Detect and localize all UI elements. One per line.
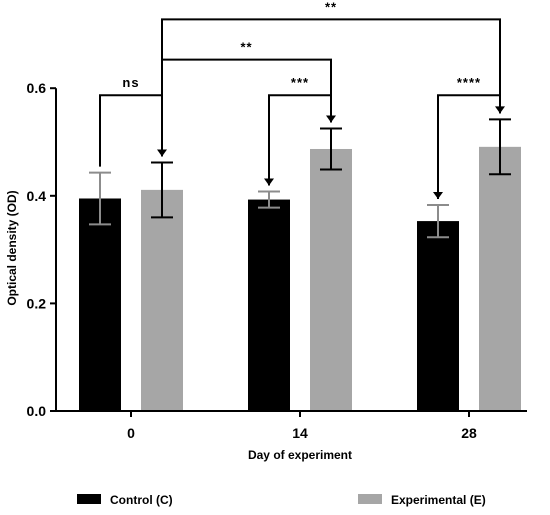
significance-label: ** bbox=[325, 0, 337, 14]
legend-swatch bbox=[77, 494, 101, 504]
significance-arrowhead bbox=[433, 191, 443, 199]
bar-control-0 bbox=[79, 198, 121, 411]
y-axis-title: Optical density (OD) bbox=[5, 190, 19, 305]
legend-label: Control (C) bbox=[110, 493, 173, 507]
bar-experimental-14 bbox=[310, 148, 352, 411]
bar-experimental-28 bbox=[479, 146, 521, 412]
legend: Control (C) Experimental (E) bbox=[77, 493, 486, 507]
y-tick-label: 0.6 bbox=[27, 80, 47, 96]
y-tick-label: 0.4 bbox=[27, 188, 47, 204]
significance-label: ** bbox=[240, 40, 252, 55]
y-tick-label: 0.0 bbox=[27, 403, 47, 419]
legend-swatch bbox=[358, 494, 382, 504]
bar-control-14 bbox=[248, 199, 290, 411]
significance-arrowhead bbox=[326, 115, 336, 123]
bar-experimental-0 bbox=[141, 189, 183, 411]
x-tick-label: 28 bbox=[461, 425, 477, 441]
significance-label: ns bbox=[122, 75, 139, 90]
significance-label: **** bbox=[457, 75, 481, 90]
significance-bracket bbox=[161, 18, 501, 157]
significance-label: *** bbox=[291, 75, 309, 90]
x-axis-title: Day of experiment bbox=[248, 448, 352, 462]
significance-arrowhead bbox=[495, 106, 505, 114]
x-tick-label: 14 bbox=[292, 425, 308, 441]
x-tick-label: 0 bbox=[127, 425, 135, 441]
legend-label: Experimental (E) bbox=[391, 493, 486, 507]
significance-arrowhead bbox=[264, 178, 274, 186]
bar-control-28 bbox=[417, 221, 459, 411]
y-tick-label: 0.2 bbox=[27, 295, 47, 311]
significance-bracket bbox=[99, 94, 163, 167]
significance-bracket bbox=[161, 58, 332, 157]
